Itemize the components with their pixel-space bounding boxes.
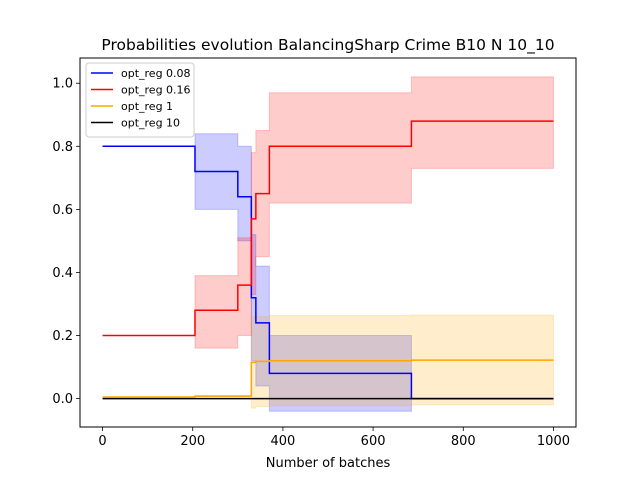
x-axis-label: Number of batches: [266, 456, 391, 471]
band-series-3: [102, 314, 554, 409]
y-tick-label: 0.8: [52, 140, 73, 155]
plot-frame: [79, 57, 577, 428]
y-tick-label: 0.2: [52, 329, 73, 344]
line-series-3: [102, 359, 554, 398]
x-tick-label: 400: [270, 434, 295, 449]
legend-label: opt_reg 1: [121, 100, 173, 113]
band-series-1: [102, 133, 554, 412]
band-series-2: [102, 76, 554, 349]
legend-label: opt_reg 0.16: [121, 84, 191, 97]
y-axis: 0.0 0.2 0.4 0.6 0.8 1.0: [52, 77, 80, 407]
chart-title: Probabilities evolution BalancingSharp C…: [101, 36, 554, 55]
x-tick-label: 200: [180, 434, 205, 449]
line-series-2: [102, 120, 554, 337]
y-tick-label: 0.4: [52, 266, 73, 281]
x-tick-label: 600: [361, 434, 386, 449]
y-tick-label: 0.0: [52, 392, 73, 407]
y-tick-label: 0.6: [52, 203, 73, 218]
line-series-1: [102, 145, 554, 400]
series-lines: [102, 120, 554, 400]
legend-label: opt_reg 0.08: [121, 67, 191, 80]
x-tick-label: 1000: [537, 434, 570, 449]
legend: opt_reg 0.08 opt_reg 0.16 opt_reg 1 opt_reg…: [85, 62, 195, 138]
legend-label: opt_reg 10: [121, 117, 180, 130]
x-tick-label: 800: [451, 434, 476, 449]
y-tick-label: 1.0: [52, 77, 73, 92]
x-axis: 0 200 400 600 800 1000: [98, 427, 570, 449]
legend-box: [85, 62, 195, 138]
x-tick-label: 0: [98, 434, 106, 449]
